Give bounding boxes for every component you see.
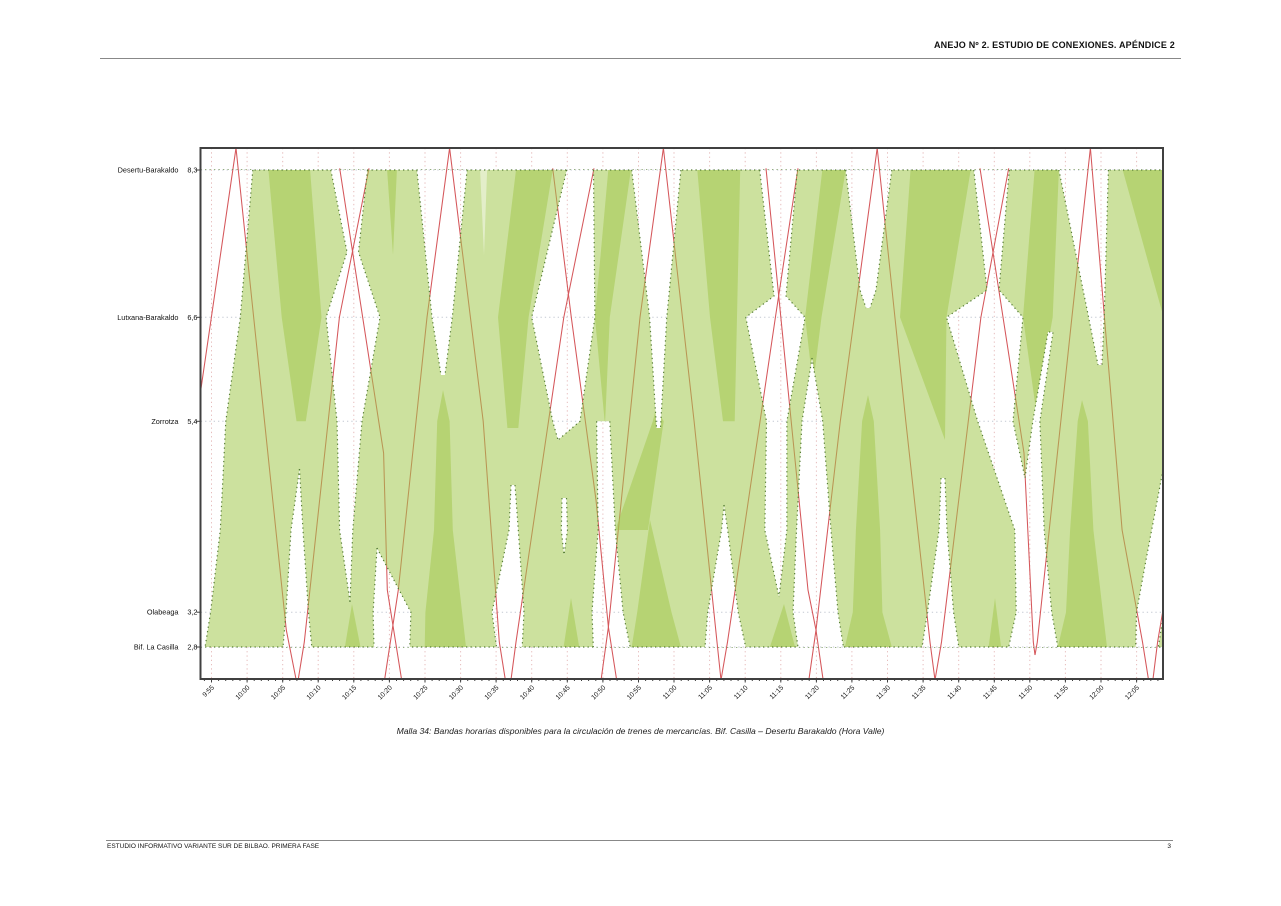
svg-text:8,3: 8,3 bbox=[187, 166, 197, 175]
svg-text:Olabeaga: Olabeaga bbox=[147, 608, 180, 617]
svg-text:Desertu-Barakaldo: Desertu-Barakaldo bbox=[118, 166, 179, 175]
svg-text:Bif. La Casilla: Bif. La Casilla bbox=[134, 643, 180, 652]
svg-text:6,6: 6,6 bbox=[187, 313, 197, 322]
svg-text:2,8: 2,8 bbox=[187, 643, 197, 652]
svg-text:5,4: 5,4 bbox=[187, 417, 197, 426]
svg-text:Lutxana-Barakaldo: Lutxana-Barakaldo bbox=[117, 313, 178, 322]
svg-text:3,2: 3,2 bbox=[187, 608, 197, 617]
svg-text:Zorrotza: Zorrotza bbox=[151, 417, 179, 426]
